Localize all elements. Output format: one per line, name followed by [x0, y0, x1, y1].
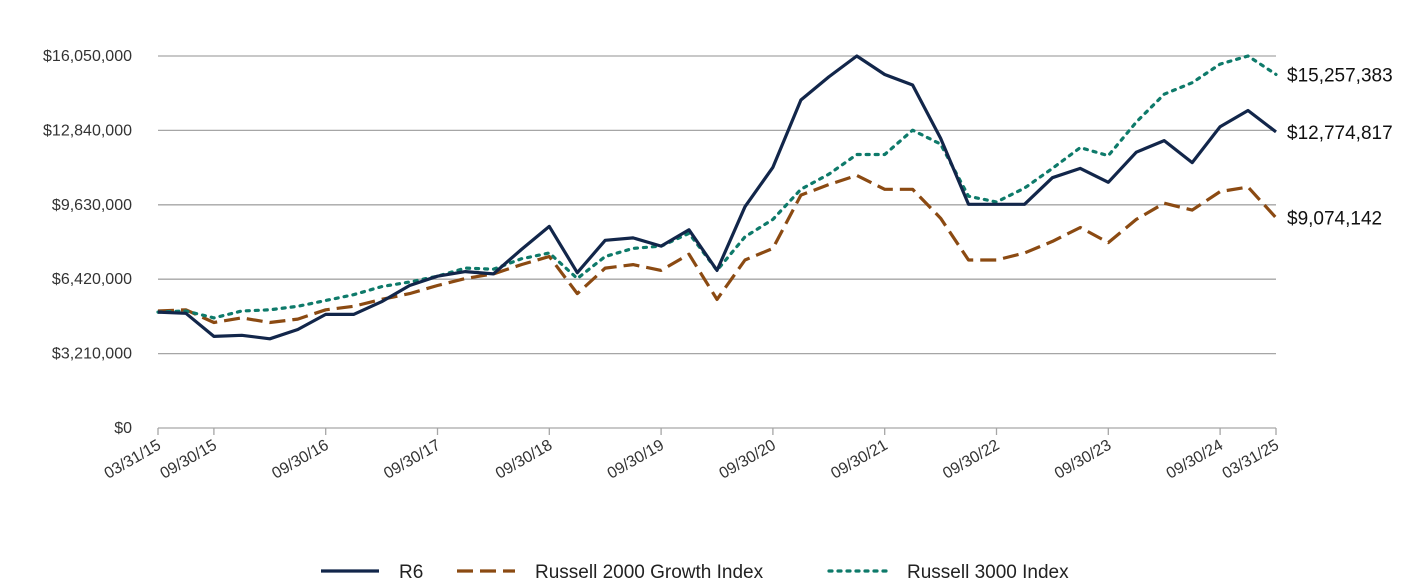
x-tick-label: 09/30/24 — [1164, 437, 1227, 483]
y-tick-label: $16,050,000 — [43, 48, 132, 65]
y-tick-label: $3,210,000 — [52, 346, 132, 363]
series-line-0 — [157, 54, 1277, 341]
x-tick-label: 03/31/15 — [102, 437, 165, 483]
y-tick-label: $6,420,000 — [52, 271, 132, 288]
y-tick-label: $0 — [114, 420, 132, 437]
x-tick-label: 03/31/25 — [1220, 437, 1283, 483]
legend-label-1: Russell 2000 Growth Index — [535, 562, 764, 583]
x-tick-label: 09/30/19 — [605, 437, 668, 483]
end-label-0: $12,774,817 — [1287, 123, 1393, 144]
x-tick-label: 09/30/17 — [381, 437, 444, 483]
x-tick-label: 09/30/21 — [828, 437, 891, 483]
x-tick-label: 09/30/23 — [1052, 437, 1115, 483]
series-line-1 — [157, 173, 1278, 325]
legend: R6 Russell 2000 Growth Index Russell 3000 … — [321, 562, 1069, 583]
x-tick-label: 09/30/15 — [157, 437, 220, 483]
x-tick-label: 09/30/22 — [940, 437, 1003, 483]
gridlines — [158, 55, 1276, 355]
legend-label-0: R6 — [399, 562, 423, 583]
series-line-2 — [156, 54, 1278, 320]
legend-label-2: Russell 3000 Index — [907, 562, 1069, 583]
end-label-2: $15,257,383 — [1287, 65, 1393, 86]
y-tick-label: $12,840,000 — [43, 122, 132, 139]
end-label-1: $9,074,142 — [1287, 209, 1382, 230]
y-axis-tick-labels: $0 $3,210,000 $6,420,000 $9,630,000 $12,840,… — [43, 48, 132, 437]
series-lines — [156, 54, 1278, 341]
x-tick-label: 09/30/20 — [716, 437, 779, 483]
x-tick-label: 09/30/18 — [493, 437, 556, 483]
end-value-labels: $12,774,817 $9,074,142 $15,257,383 — [1287, 65, 1393, 229]
x-tick-label: 09/30/16 — [269, 437, 332, 483]
y-tick-label: $9,630,000 — [52, 197, 132, 214]
